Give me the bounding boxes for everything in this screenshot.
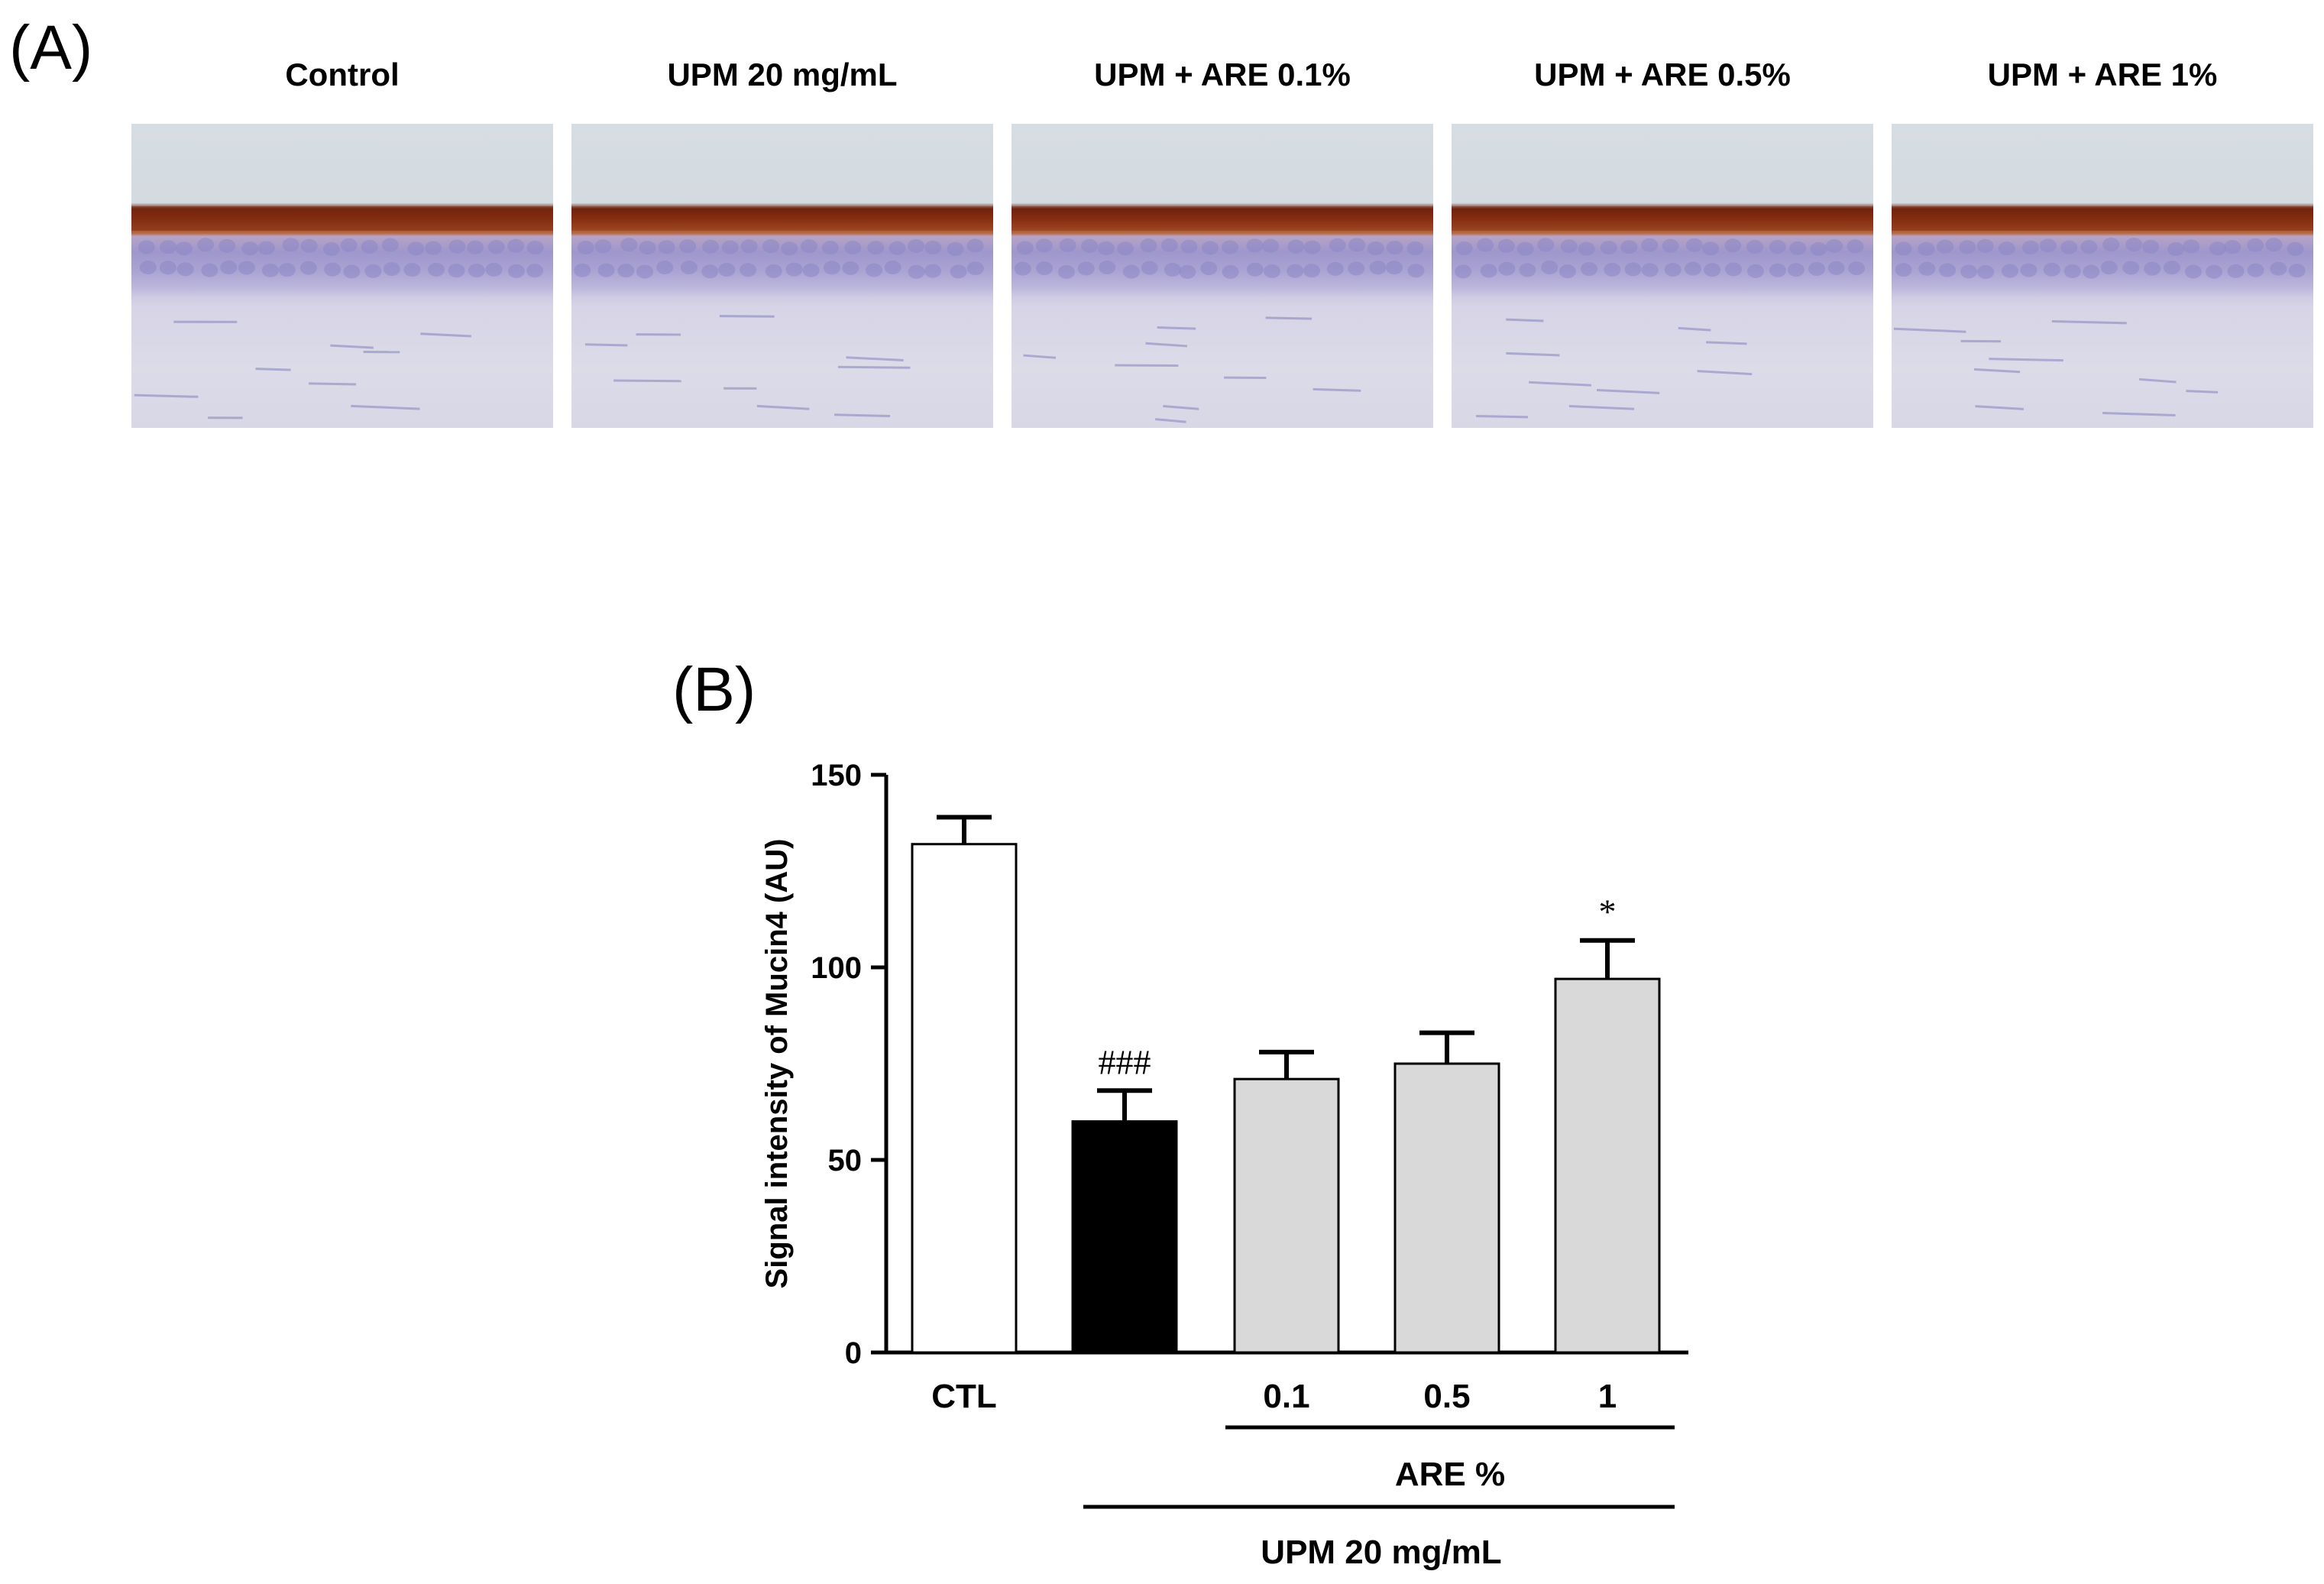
significance-marker: * — [1599, 892, 1617, 931]
y-tick-label: 100 — [811, 951, 862, 985]
x-tick-label: CTL — [931, 1378, 997, 1415]
x-tick-label: 1 — [1598, 1378, 1617, 1415]
significance-marker: ### — [1099, 1042, 1151, 1081]
micrograph-title: Control — [285, 57, 400, 92]
micrograph-title: UPM + ARE 1% — [1987, 57, 2218, 92]
micrograph-image — [1011, 124, 1433, 428]
x-tick-label: 0.1 — [1263, 1378, 1309, 1415]
micrograph-image — [131, 124, 553, 428]
y-tick-label: 50 — [828, 1144, 863, 1177]
micrograph-image — [1892, 124, 2313, 428]
bar — [1393, 1062, 1500, 1354]
bar — [911, 843, 1018, 1354]
micrograph-title: UPM 20 mg/mL — [667, 57, 898, 92]
bar — [1554, 977, 1661, 1354]
panel-a-label: (A) — [9, 13, 93, 83]
y-axis-label: Signal intensity of Mucin4 (AU) — [760, 839, 794, 1289]
bar — [1071, 1120, 1178, 1354]
upm-group-label: UPM 20 mg/mL — [1261, 1534, 1501, 1571]
bar — [1233, 1077, 1340, 1354]
y-tick-label: 0 — [845, 1336, 862, 1370]
panel-b-label: (B) — [672, 655, 756, 724]
y-tick-label: 150 — [811, 759, 862, 792]
micrograph-image — [1452, 124, 1873, 428]
are-group-label: ARE % — [1395, 1456, 1505, 1493]
micrograph-title: UPM + ARE 0.1% — [1094, 57, 1351, 92]
micrograph-image — [571, 124, 993, 428]
x-tick-label: 0.5 — [1423, 1378, 1470, 1415]
micrograph-title: UPM + ARE 0.5% — [1534, 57, 1791, 92]
